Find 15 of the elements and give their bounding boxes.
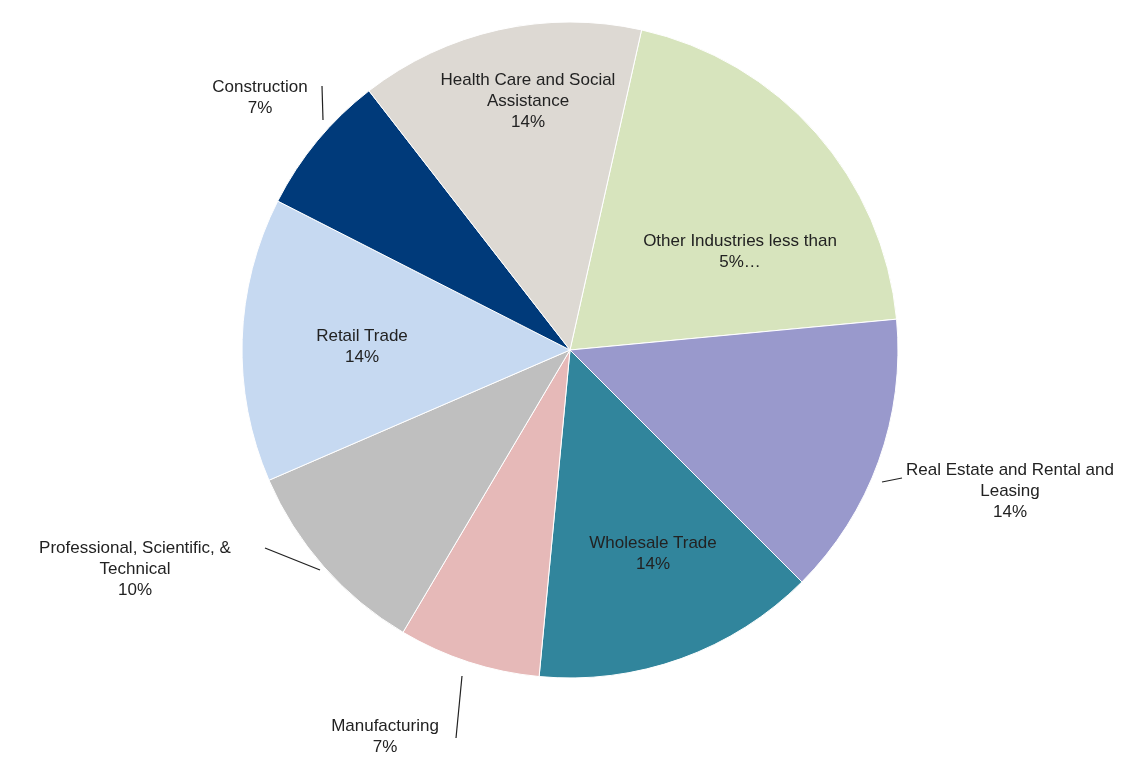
slice-label: Retail Trade (316, 325, 408, 345)
data-label: 14% (344, 346, 380, 366)
slice-label: Other Industries less than 5%… (643, 230, 837, 271)
slice-label: Manufacturing (331, 715, 439, 735)
slice-label: Professional, Scientific, & Technical (39, 538, 232, 578)
slice-label: Wholesale Trade (589, 532, 717, 552)
data-label: 14% (992, 502, 1028, 521)
data-label: 14% (510, 112, 546, 131)
data-label: 14% (635, 553, 671, 573)
slice-label: Health Care and Social Assistance (440, 70, 616, 110)
slice-label: Real Estate and Rental and Leasing (906, 460, 1114, 500)
data-label: 7% (372, 736, 398, 756)
slice-label: Construction (212, 76, 308, 96)
data-label: 10% (117, 580, 153, 599)
data-label: 7% (247, 97, 273, 117)
